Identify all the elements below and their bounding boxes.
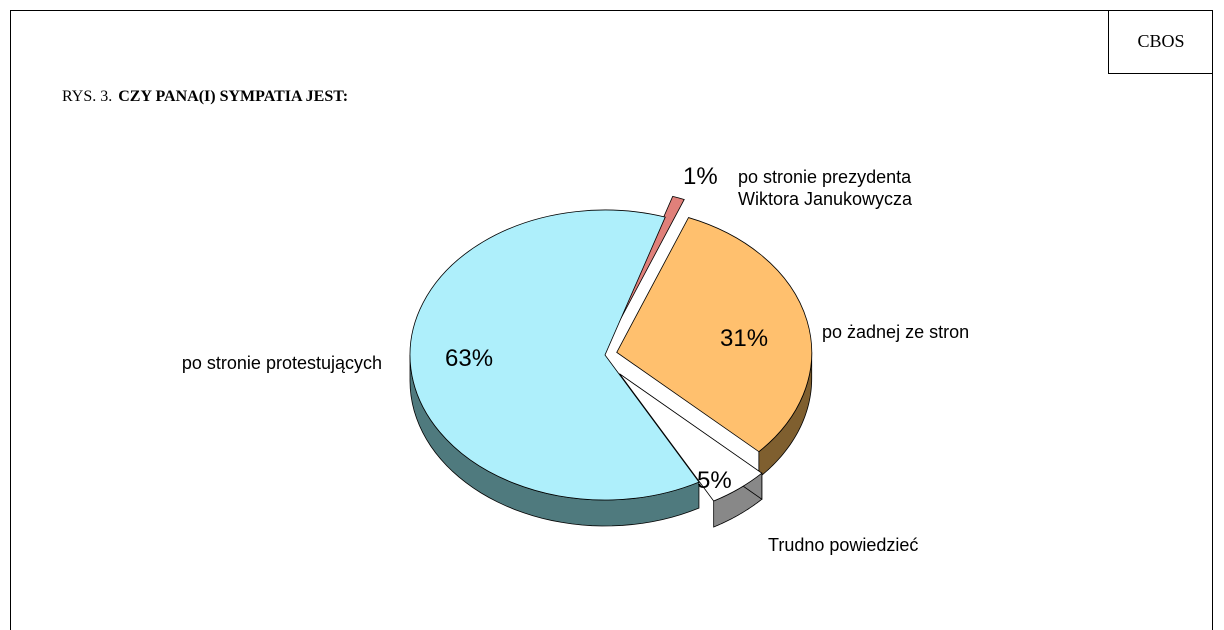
category-label: po stronie protestujących [181,353,382,373]
chart-title: RYS. 3. CZY PANA(I) SYMPATIA JEST: [62,88,348,106]
category-label: po żadnej ze stron [822,322,970,342]
category-label: po stronie prezydenta Wiktora Janukowycz… [738,167,913,209]
figure-label: RYS. 3. [62,88,113,105]
value-label: 63% [445,345,494,372]
category-label: Trudno powiedzieć [768,535,919,555]
value-label: 31% [720,325,769,352]
slice [612,195,685,335]
slice [616,217,813,453]
value-label: 5% [697,467,732,494]
frame [10,10,1213,630]
slice [619,373,763,502]
value-label: 1% [683,163,718,190]
source-box: CBOS [1108,10,1213,74]
title-text: CZY PANA(I) SYMPATIA JEST: [118,88,349,105]
slice [409,209,700,501]
